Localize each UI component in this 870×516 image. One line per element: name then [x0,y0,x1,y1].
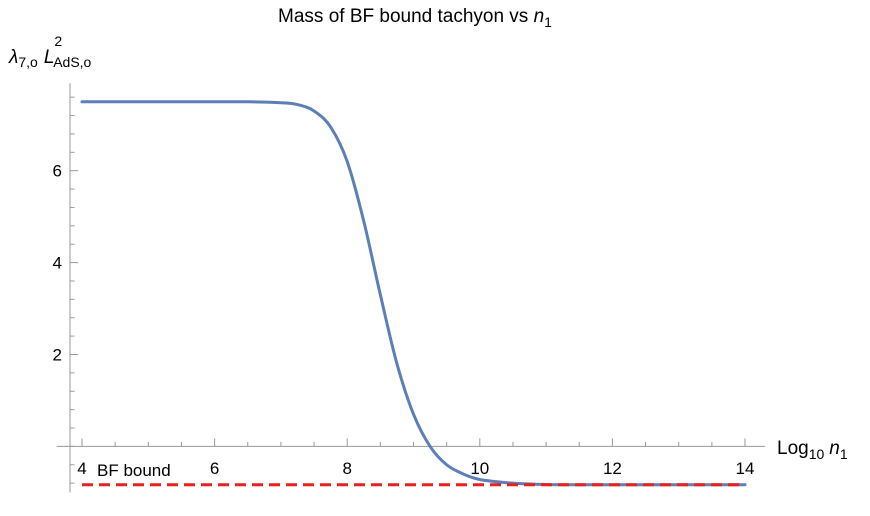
y-tick-label: 6 [53,162,62,181]
bf-bound-annotation: BF bound [97,461,171,480]
ticks: 4 6 8 10 12 14 2 4 6 [53,97,755,483]
chart-title: Mass of BF bound tachyon vs n1 [278,6,552,30]
x-axis-label: Log10 n1 [777,438,848,462]
series [82,102,745,485]
y-tick-label: 4 [53,254,62,273]
y-axis-label: λ7,o L2 AdS,o [8,33,92,70]
mass-curve [82,102,745,485]
y-tick-label: 2 [53,346,62,365]
axes [57,83,765,492]
x-tick-label: 12 [603,459,622,478]
x-tick-label: 10 [470,459,489,478]
x-tick-label: 8 [342,459,351,478]
x-tick-label: 14 [736,459,755,478]
x-tick-label: 6 [210,459,219,478]
x-tick-label: 4 [77,459,86,478]
